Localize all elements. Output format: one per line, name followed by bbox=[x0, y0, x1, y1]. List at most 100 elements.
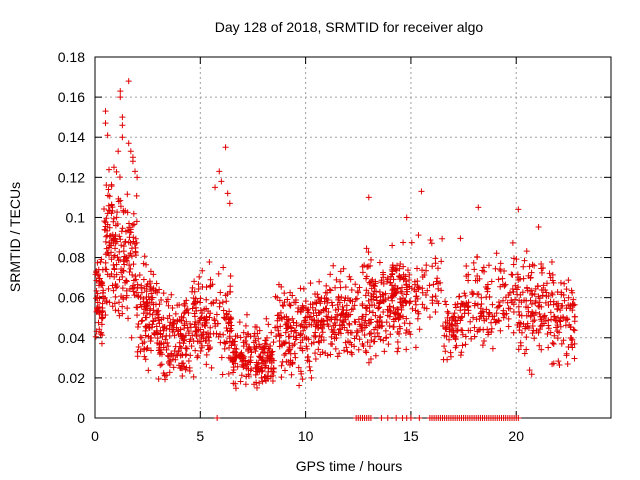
data-point bbox=[389, 297, 396, 304]
data-point bbox=[193, 328, 200, 335]
data-point bbox=[142, 327, 149, 334]
data-point bbox=[99, 315, 106, 322]
data-point bbox=[387, 279, 394, 286]
data-point bbox=[105, 285, 112, 292]
data-point bbox=[397, 261, 404, 268]
data-point bbox=[198, 342, 205, 349]
data-point bbox=[319, 329, 326, 336]
data-point bbox=[288, 324, 295, 331]
data-point bbox=[486, 309, 493, 316]
data-point bbox=[134, 353, 141, 360]
data-point bbox=[242, 357, 249, 364]
data-point bbox=[147, 268, 154, 275]
data-point bbox=[465, 277, 472, 284]
data-point bbox=[464, 303, 471, 310]
data-point bbox=[528, 371, 535, 378]
data-point bbox=[104, 132, 111, 139]
data-point bbox=[256, 327, 263, 334]
data-point bbox=[189, 332, 196, 339]
data-point bbox=[378, 323, 385, 330]
data-point bbox=[149, 321, 156, 328]
data-point bbox=[373, 294, 380, 301]
data-point bbox=[133, 192, 140, 199]
data-point bbox=[527, 313, 534, 320]
data-point bbox=[433, 298, 440, 305]
data-point bbox=[375, 305, 382, 312]
data-point bbox=[117, 94, 124, 101]
data-point bbox=[538, 318, 545, 325]
data-point bbox=[567, 324, 574, 331]
data-point bbox=[337, 268, 344, 275]
data-point bbox=[409, 305, 416, 312]
data-point bbox=[137, 348, 144, 355]
data-point bbox=[488, 278, 495, 285]
data-point bbox=[113, 214, 120, 221]
data-point bbox=[132, 168, 139, 175]
data-point bbox=[237, 353, 244, 360]
data-point bbox=[237, 334, 244, 341]
data-point bbox=[260, 345, 267, 352]
data-point bbox=[102, 312, 109, 319]
data-point bbox=[142, 306, 149, 313]
data-point bbox=[140, 276, 147, 283]
data-point bbox=[395, 311, 402, 318]
data-point bbox=[489, 301, 496, 308]
x-tick-label: 0 bbox=[91, 428, 99, 444]
data-point bbox=[189, 305, 196, 312]
data-point bbox=[206, 314, 213, 321]
data-point bbox=[274, 312, 281, 319]
data-point bbox=[155, 307, 162, 314]
data-point bbox=[214, 415, 221, 421]
data-point bbox=[118, 265, 125, 272]
data-point bbox=[92, 333, 99, 340]
data-point bbox=[133, 218, 140, 225]
data-point bbox=[516, 319, 523, 326]
data-point bbox=[561, 297, 568, 304]
data-point bbox=[535, 329, 542, 336]
data-point bbox=[406, 320, 413, 327]
data-point bbox=[525, 308, 532, 315]
data-point bbox=[366, 330, 373, 337]
data-point bbox=[509, 285, 516, 292]
data-point bbox=[308, 374, 315, 381]
data-point bbox=[403, 291, 410, 298]
data-point bbox=[327, 271, 334, 278]
data-point bbox=[515, 346, 522, 353]
data-point bbox=[312, 355, 319, 362]
data-point bbox=[452, 304, 459, 311]
data-point bbox=[237, 378, 244, 385]
data-point bbox=[119, 134, 126, 141]
data-point bbox=[390, 285, 397, 292]
data-point bbox=[400, 263, 407, 270]
data-point bbox=[539, 265, 546, 272]
data-point bbox=[438, 287, 445, 294]
data-point bbox=[157, 362, 164, 369]
data-point bbox=[535, 293, 542, 300]
data-point bbox=[304, 345, 311, 352]
data-point bbox=[550, 313, 557, 320]
data-point bbox=[568, 287, 575, 294]
data-point bbox=[389, 268, 396, 275]
data-point bbox=[467, 318, 474, 325]
data-point bbox=[385, 295, 392, 302]
data-point bbox=[217, 289, 224, 296]
data-point bbox=[493, 250, 500, 257]
data-point bbox=[289, 315, 296, 322]
data-point bbox=[279, 302, 286, 309]
y-tick-label: 0.14 bbox=[58, 129, 85, 145]
data-point bbox=[571, 355, 578, 362]
data-point bbox=[548, 316, 555, 323]
data-point bbox=[158, 361, 165, 368]
data-point bbox=[300, 327, 307, 334]
y-axis-label: SRMTID / TECUs bbox=[7, 182, 23, 292]
data-point bbox=[359, 300, 366, 307]
data-point bbox=[158, 296, 165, 303]
data-point bbox=[394, 329, 401, 336]
data-point bbox=[470, 259, 477, 266]
data-point bbox=[182, 309, 189, 316]
data-point bbox=[267, 355, 274, 362]
data-point bbox=[258, 374, 265, 381]
data-point bbox=[497, 283, 504, 290]
data-point bbox=[218, 354, 225, 361]
data-point bbox=[478, 294, 485, 301]
